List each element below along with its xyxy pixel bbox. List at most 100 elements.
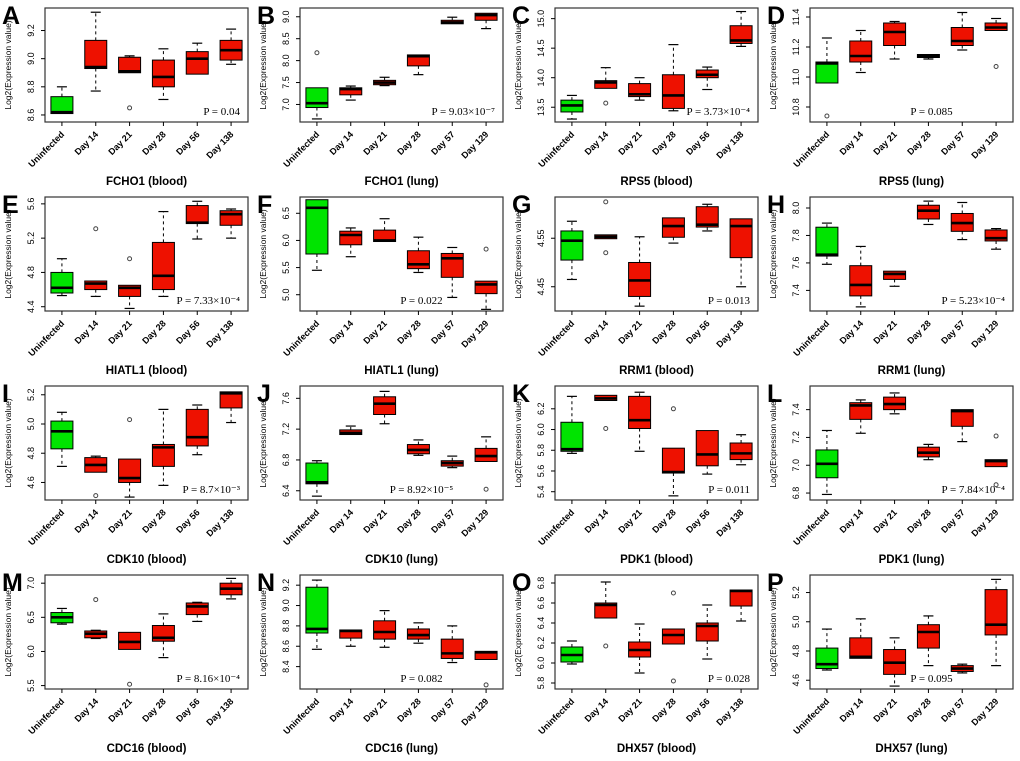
box-day-14 — [84, 280, 108, 291]
box-day-138 — [219, 391, 243, 409]
plot-area — [299, 7, 504, 123]
box-day-56 — [695, 622, 719, 642]
y-tick-label: 11.4 — [791, 9, 801, 26]
y-tick-label: 8.0 — [791, 202, 801, 215]
box-uninfected — [305, 586, 329, 634]
box-day-56 — [185, 602, 209, 616]
x-axis-gene-label: FCHO1 (lung) — [364, 176, 438, 188]
outlier-point — [483, 682, 489, 688]
x-tick-label: Day 138 — [714, 696, 745, 727]
box-uninfected — [560, 230, 584, 261]
y-tick-label: 6.2 — [536, 403, 546, 416]
y-tick-label: 7.0 — [791, 459, 801, 472]
x-tick-label: Uninfected — [791, 318, 831, 358]
x-tick-label: Day 14 — [583, 696, 611, 724]
panel-letter: A — [2, 2, 20, 30]
x-tick-label: Day 21 — [361, 507, 389, 535]
x-axis-gene-label: CDC16 (blood) — [107, 743, 187, 755]
x-axis-gene-label: RPS5 (lung) — [879, 176, 944, 188]
panel-letter: P — [767, 569, 784, 597]
x-tick-label: Day 28 — [140, 318, 168, 346]
panel-F: F Log2(Expression value) 5.0 5.5 6.0 6.5 Uninf… — [255, 189, 510, 378]
x-tick-label: Day 21 — [106, 696, 134, 724]
x-tick-label: Day 28 — [395, 318, 423, 346]
box-uninfected — [305, 87, 329, 109]
y-axis-label: Log2(Expression value) — [513, 209, 523, 298]
x-axis-gene-label: RRM1 (lung) — [878, 365, 946, 377]
x-tick-label: Day 21 — [871, 696, 899, 724]
y-tick-label: 9.2 — [26, 24, 36, 37]
box-day-57 — [950, 27, 974, 46]
y-tick-label: 7.6 — [791, 257, 801, 270]
box-day-14 — [339, 87, 363, 96]
x-tick-label: Day 57 — [939, 318, 967, 346]
panel-A: A Log2(Expression value) 8.6 8.8 9.0 9.2 Uninf… — [0, 0, 255, 189]
x-tick-label: Day 28 — [395, 507, 423, 535]
x-tick-label: Day 28 — [395, 696, 423, 724]
x-tick-label: Day 129 — [459, 696, 490, 727]
panel-N: N Log2(Expression value) 8.4 8.6 8.8 9.0 9.2 Un… — [255, 567, 510, 756]
y-tick-label: 11.2 — [791, 39, 801, 56]
y-axis-label: Log2(Expression value) — [768, 398, 778, 487]
y-tick-label: 6.0 — [281, 234, 291, 247]
y-tick-label: 6.0 — [536, 423, 546, 436]
box-uninfected — [50, 96, 74, 115]
x-tick-label: Day 14 — [583, 318, 611, 346]
x-tick-label: Day 57 — [939, 696, 967, 724]
y-tick-label: 5.0 — [791, 616, 801, 629]
y-axis-label: Log2(Expression value) — [3, 587, 13, 676]
panel-letter: L — [767, 380, 782, 408]
box-day-28 — [661, 74, 685, 109]
outlier-point — [483, 486, 489, 492]
panel-J: J Log2(Expression value) 6.4 6.8 7.2 7.6 Uninf… — [255, 378, 510, 567]
plot-area — [809, 7, 1014, 123]
panel-letter: F — [257, 191, 272, 219]
y-tick-label: 6.8 — [791, 487, 801, 500]
x-tick-label: Day 14 — [73, 696, 101, 724]
plot-area — [554, 385, 759, 501]
y-tick-label: 7.4 — [791, 403, 801, 416]
box-day-14 — [594, 80, 618, 89]
outlier-point — [93, 493, 99, 499]
y-tick-label: 6.5 — [26, 611, 36, 624]
x-tick-label: Day 138 — [714, 507, 745, 538]
panel-letter: N — [257, 569, 275, 597]
x-tick-label: Day 138 — [204, 318, 235, 349]
y-tick-label: 14.0 — [536, 69, 546, 87]
x-tick-label: Day 57 — [429, 318, 457, 346]
panel-letter: M — [2, 569, 23, 597]
x-tick-label: Uninfected — [26, 318, 66, 358]
y-tick-label: 4.6 — [26, 476, 36, 489]
outlier-point — [993, 482, 999, 488]
box-day-56 — [695, 430, 719, 467]
x-tick-label: Day 21 — [616, 507, 644, 535]
p-value-label: P = 0.082 — [400, 673, 442, 685]
box-day-21 — [883, 22, 907, 46]
box-day-21 — [118, 56, 142, 74]
y-axis-label: Log2(Expression value) — [258, 398, 268, 487]
y-tick-label: 8.5 — [281, 32, 291, 45]
p-value-label: P = 8.7×10⁻³ — [183, 484, 241, 496]
x-tick-label: Day 14 — [73, 318, 101, 346]
box-day-129 — [474, 12, 498, 21]
y-tick-label: 5.2 — [791, 586, 801, 599]
panel-letter: J — [257, 380, 271, 408]
box-day-28 — [916, 624, 940, 649]
y-tick-label: 4.45 — [536, 278, 546, 296]
box-day-129 — [474, 280, 498, 295]
box-uninfected — [305, 462, 329, 485]
x-tick-label: Uninfected — [791, 507, 831, 547]
y-axis-label: Log2(Expression value) — [768, 587, 778, 676]
outlier-point — [670, 590, 676, 596]
box-day-129 — [984, 589, 1008, 636]
x-tick-label: Day 21 — [361, 129, 389, 157]
y-tick-label: 4.8 — [26, 447, 36, 460]
x-tick-label: Day 14 — [838, 507, 866, 535]
plot-area — [554, 574, 759, 690]
x-tick-label: Day 14 — [73, 129, 101, 157]
x-tick-label: Uninfected — [281, 507, 321, 547]
y-tick-label: 9.0 — [26, 52, 36, 65]
